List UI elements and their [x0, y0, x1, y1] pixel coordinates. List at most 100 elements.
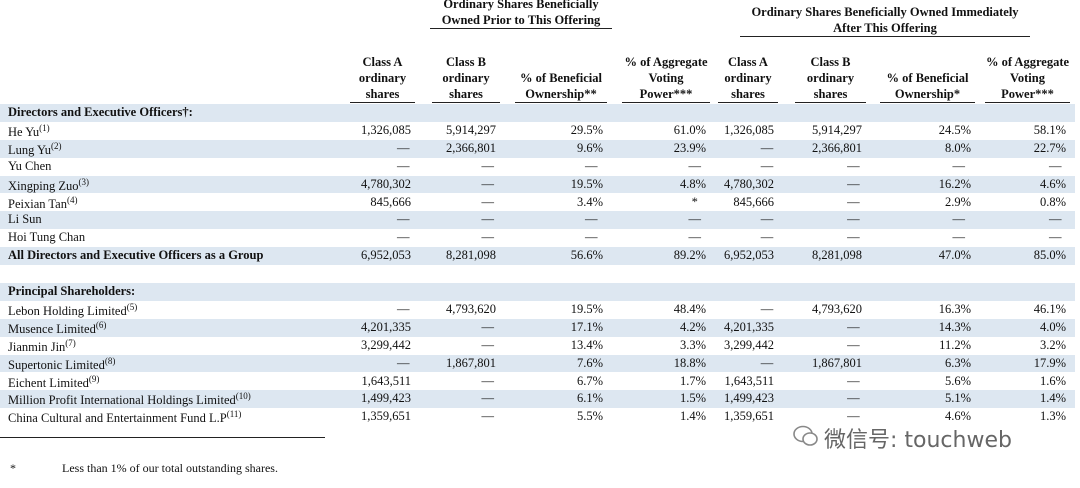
cell: — — [760, 355, 774, 370]
cell: 2.9% — [944, 194, 971, 209]
row-band — [0, 390, 1075, 409]
cell: — — [584, 212, 598, 227]
cell: — — [584, 158, 598, 173]
row-band — [0, 139, 1075, 158]
cell: — — [847, 373, 860, 388]
row-band — [0, 318, 1075, 337]
column-header: % of Aggregate Voting Power*** — [622, 30, 710, 103]
cell: — — [481, 373, 495, 388]
column-header: Class B ordinary shares — [795, 30, 866, 103]
name-text: Supertonic Limited — [8, 357, 105, 372]
cell: 8,281,098 — [446, 248, 496, 263]
name-text: Musence Limited — [8, 321, 96, 336]
row-name: Lung Yu(2) — [8, 141, 61, 158]
cell: — — [688, 158, 702, 173]
cell: 1.4% — [1039, 391, 1066, 406]
cell: 22.7% — [1033, 140, 1066, 155]
cell: 14.3% — [938, 319, 971, 334]
column-header: Class B ordinary shares — [432, 30, 500, 103]
column-header: % of Aggregate Voting Power*** — [985, 30, 1070, 103]
name-text: Eichent Limited — [8, 375, 89, 390]
name-text: Lung Yu — [8, 142, 51, 157]
row-name: Peixian Tan(4) — [8, 195, 77, 212]
name-text: Yu Chen — [8, 158, 52, 173]
cell: — — [688, 212, 702, 227]
cell: 1,499,423 — [724, 391, 774, 406]
cell: — — [760, 301, 774, 316]
cell: 2,366,801 — [446, 140, 496, 155]
cell: — — [481, 337, 495, 352]
cell: — — [481, 391, 495, 406]
cell: 19.5% — [570, 301, 603, 316]
footnote-ref: (9) — [88, 373, 100, 384]
cell: 5.1% — [944, 391, 971, 406]
cell: 13.4% — [570, 337, 603, 352]
cell: 3,299,442 — [361, 337, 411, 352]
column-header: Class A ordinary shares — [350, 30, 415, 103]
cell: — — [397, 230, 410, 245]
cell: 1,326,085 — [724, 122, 774, 137]
cell: 17.9% — [1033, 355, 1066, 370]
cell: 3.4% — [576, 194, 603, 209]
cell: 2,366,801 — [812, 140, 862, 155]
cell: 29.5% — [570, 122, 603, 137]
cell: — — [481, 158, 495, 173]
cell: 18.8% — [673, 355, 706, 370]
footnote-ref: (5) — [126, 301, 138, 312]
name-text: China Cultural and Entertainment Fund L.… — [8, 411, 227, 426]
column-header: Class A ordinary shares — [718, 30, 778, 103]
row-band — [0, 283, 1075, 301]
row-name: China Cultural and Entertainment Fund L.… — [8, 409, 241, 426]
name-text: Hoi Tung Chan — [8, 230, 86, 245]
row-name: Million Profit International Holdings Li… — [8, 391, 251, 408]
row-name: Yu Chen — [8, 159, 51, 174]
cell: 61.0% — [673, 122, 706, 137]
row-name: He Yu(1) — [8, 123, 50, 140]
cell: — — [1049, 230, 1062, 245]
cell: 4,201,335 — [361, 319, 411, 334]
footnote-rule — [0, 437, 325, 438]
footnote-ref: (6) — [95, 319, 107, 330]
wechat-icon — [793, 425, 818, 446]
footnote-ref: (2) — [50, 140, 62, 151]
cell: 1,499,423 — [361, 391, 411, 406]
cell: 5,914,297 — [812, 122, 862, 137]
cell: — — [481, 176, 495, 191]
row-band — [0, 354, 1075, 373]
name-text: Million Profit International Holdings Li… — [8, 393, 236, 408]
name-text: Peixian Tan — [8, 196, 67, 211]
cell: 48.4% — [673, 301, 706, 316]
cell: 4,780,302 — [361, 176, 411, 191]
cell: — — [481, 409, 495, 424]
cell: 4,201,335 — [724, 319, 774, 334]
cell: 1,867,801 — [812, 355, 862, 370]
cell: 17.1% — [570, 319, 603, 334]
row-name: Supertonic Limited(8) — [8, 356, 115, 373]
row-name: Jianmin Jin(7) — [8, 338, 76, 355]
cell: 4,793,620 — [812, 301, 862, 316]
cell: 1.4% — [679, 409, 706, 424]
cell: — — [397, 355, 410, 370]
column-header: % of Beneficial Ownership* — [880, 30, 975, 103]
cell: 19.5% — [570, 176, 603, 191]
cell: 6.3% — [944, 355, 971, 370]
group-header: Ordinary Shares Beneficially Owned Prior… — [430, 0, 612, 29]
cell: 89.2% — [673, 248, 706, 263]
cell: 11.2% — [939, 337, 971, 352]
cell: 23.9% — [673, 140, 706, 155]
cell: 0.8% — [1039, 194, 1066, 209]
cell: 6,952,053 — [361, 248, 411, 263]
cell: — — [481, 194, 495, 209]
cell: 1,867,801 — [446, 355, 496, 370]
cell: 4.8% — [679, 176, 706, 191]
cell: 1,359,651 — [724, 409, 774, 424]
cell: 3,299,442 — [724, 337, 774, 352]
cell: 1,326,085 — [361, 122, 411, 137]
cell: 1,643,511 — [724, 373, 774, 388]
cell: 5.5% — [576, 409, 603, 424]
cell: 5.6% — [944, 373, 971, 388]
footnote-ref: (7) — [65, 337, 76, 348]
cell: 1,359,651 — [361, 409, 411, 424]
cell: — — [1049, 158, 1062, 173]
cell: 8,281,098 — [812, 248, 862, 263]
